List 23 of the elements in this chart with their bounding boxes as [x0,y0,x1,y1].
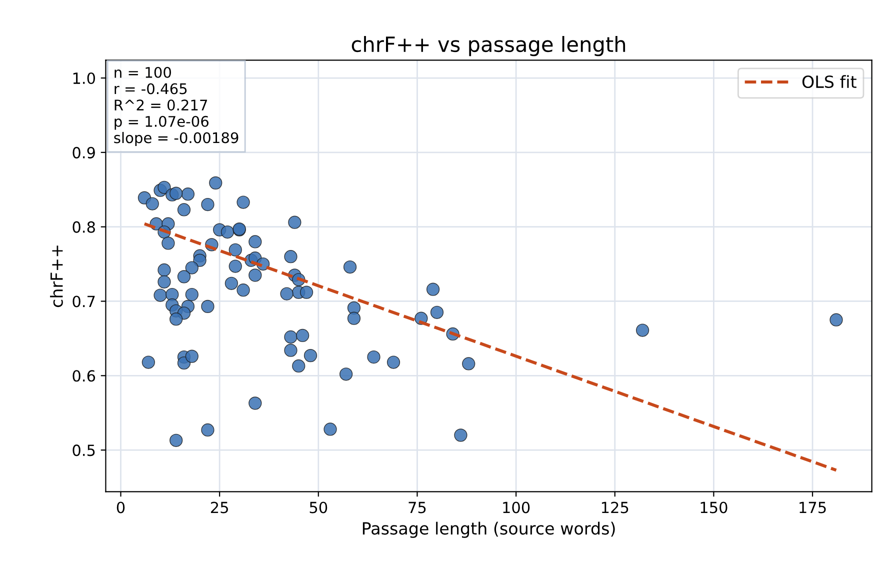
y-axis-title: chrF++ [50,246,63,308]
y-tick-label: 1.0 [73,72,95,84]
y-tick-label: 0.6 [72,370,96,382]
y-tick-label: 0.8 [72,221,95,233]
annotation: p = 1.07e-06 [114,116,208,130]
y-tick-label: 0.7 [72,296,95,308]
x-tick-label: 25 [210,502,228,514]
x-axis-title: Passage length (source words) [362,522,615,538]
annotation: R^2 = 0.217 [114,100,208,111]
x-tick-label: 0 [116,502,125,514]
y-tick-label: 0.9 [72,146,95,158]
x-tick-label: 150 [700,502,728,514]
annotation: slope = -0.00189 [114,132,238,146]
x-tick-label: 100 [503,502,530,514]
chart-title: chrF++ vs passage length [352,36,626,56]
annotation: r = -0.465 [114,83,187,94]
x-tick-label: 175 [800,502,826,514]
x-tick-label: 125 [602,502,628,514]
x-tick-label: 75 [408,502,426,514]
y-tick-label: 0.5 [72,444,95,456]
x-tick-label: 50 [310,502,328,514]
annotation: n = 100 [114,66,171,78]
legend-label: OLS fit [802,75,856,88]
